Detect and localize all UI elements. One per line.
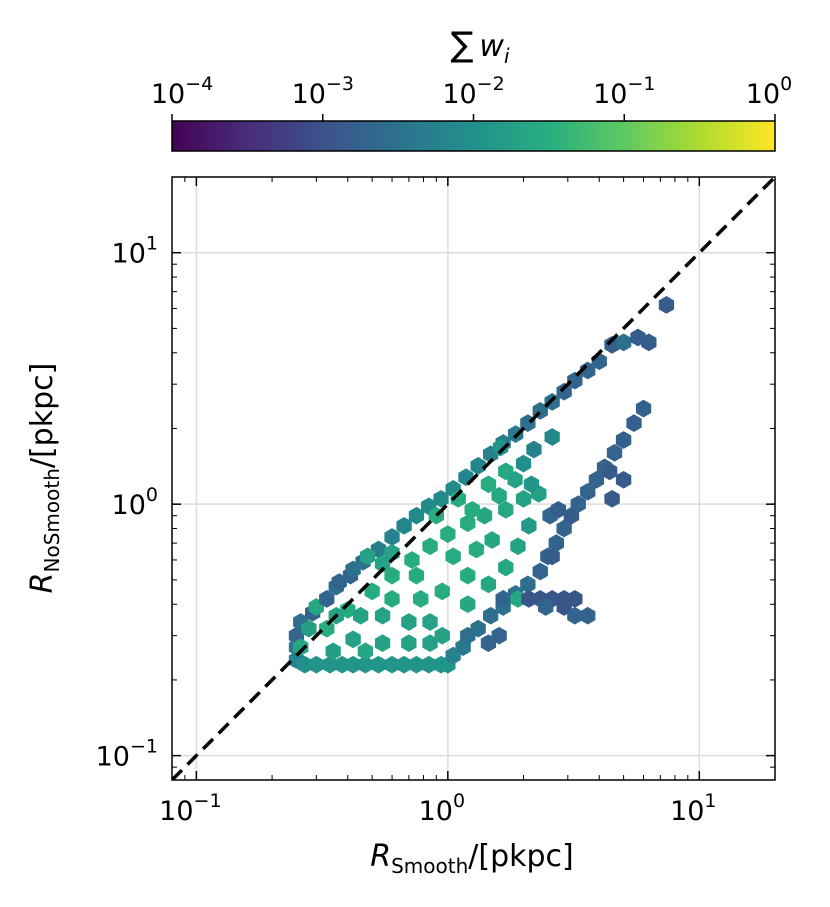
hexbin-cell — [515, 489, 532, 508]
hexbin-cell — [434, 626, 450, 645]
hexbin-cell — [374, 634, 391, 653]
hexbin-cell — [601, 462, 618, 481]
hexbin-cell — [374, 606, 391, 625]
y-axis-ticks: 10−1 100 101 — [96, 233, 775, 773]
hexbin-cell — [515, 454, 532, 473]
hexbin-cell — [641, 333, 657, 352]
x-axis-ticks: 10−1 100 101 — [159, 177, 717, 827]
hexbin-cell — [521, 516, 537, 535]
hexbin-cell — [491, 486, 507, 505]
hexbin-cells — [288, 296, 675, 674]
hexbin-cell — [460, 595, 476, 614]
y-tick-label: 10−1 — [96, 736, 158, 773]
hexbin-cell — [422, 613, 438, 631]
colorbar-tick-label: 10−1 — [593, 73, 655, 110]
colorbar-tick-label: 10−3 — [292, 73, 354, 110]
colorbar-tick-label: 10−2 — [442, 73, 504, 110]
hexbin-cell — [510, 537, 526, 556]
hexbin-cell — [480, 575, 497, 594]
plot-frame — [171, 176, 776, 781]
hexbin-cell — [498, 558, 514, 577]
hexbin-cell — [412, 590, 429, 608]
x-tick-label: 10−1 — [159, 790, 221, 827]
hexbin-cell — [570, 495, 586, 514]
hexbin-cell — [404, 551, 420, 569]
hexbin-cell — [319, 619, 335, 638]
hexbin-cell — [532, 562, 548, 581]
hexbin-cell — [635, 399, 652, 418]
hexbin-cell — [537, 598, 554, 616]
x-axis-title: RSmooth/[pkpc] — [370, 839, 574, 878]
hexbin-cell — [450, 489, 466, 508]
hexbin-cell — [615, 431, 632, 449]
hexbin-cell — [658, 296, 675, 314]
hexbin-cell — [523, 475, 540, 494]
hexbin-cell — [470, 457, 486, 475]
colorbar-tick-label: 100 — [746, 73, 792, 110]
one-to-one-dashed-line — [172, 177, 775, 780]
hexbin-cell — [319, 590, 335, 608]
hexbin-cell — [408, 566, 425, 585]
y-axis-title: RNoSmooth/[pkpc] — [25, 363, 64, 594]
hexbin-cell — [544, 428, 560, 446]
colorbar: ∑ wi 10−4 10−3 10−2 10−1 100 — [151, 25, 792, 152]
hexbin-cell — [567, 371, 583, 390]
hexbin-cell — [484, 531, 500, 549]
colorbar-gradient — [171, 120, 776, 152]
y-tick-label: 101 — [112, 233, 158, 270]
hexbin-cell — [626, 414, 642, 432]
hexbin-cell — [526, 440, 542, 459]
hexbin-cell — [606, 443, 623, 462]
hexbin-cell — [498, 500, 514, 519]
hexbin-cell — [384, 566, 400, 585]
hexbin-cell — [480, 475, 497, 494]
hexbin-cell — [401, 634, 417, 653]
colorbar-tick-label: 10−4 — [151, 73, 213, 110]
y-tick-label: 100 — [112, 484, 158, 521]
x-tick-label: 100 — [419, 790, 465, 827]
plot-area: 10−1 100 101 10−1 100 101 — [96, 176, 776, 827]
hexbin-cell — [345, 630, 361, 649]
hexbin-cell — [445, 547, 461, 566]
hexbin-cell — [480, 634, 497, 653]
hexbin-cell — [468, 540, 485, 559]
hexbin-cell — [550, 500, 567, 519]
hexbin-cell — [352, 606, 369, 625]
hexbin-cell — [440, 525, 456, 543]
hexbin-cell — [434, 582, 450, 601]
hexbin-cell — [293, 638, 309, 657]
hexbin-cell — [325, 642, 341, 661]
hexbin-cell — [384, 590, 400, 608]
hexbin-cell — [604, 489, 620, 508]
colorbar-title: ∑ wi — [450, 25, 509, 68]
hexbin-cell — [544, 547, 560, 566]
hexbin-cell — [470, 619, 486, 638]
colorbar-ticks — [171, 114, 776, 121]
hexbin-cell — [460, 514, 476, 533]
hexbin-cell — [401, 613, 417, 631]
x-tick-label: 101 — [670, 790, 716, 827]
hexbin-cell — [422, 537, 438, 556]
hexbin-cell — [507, 470, 523, 489]
hexbin-cell — [359, 547, 376, 566]
hexbin-cell — [580, 606, 596, 625]
colorbar-tick-labels: 10−4 10−3 10−2 10−1 100 — [151, 73, 792, 110]
hexbin-cell — [464, 500, 480, 519]
hexbin-cell — [460, 566, 476, 585]
hexbin-cell — [301, 619, 317, 638]
hexbin-cell — [357, 642, 374, 661]
